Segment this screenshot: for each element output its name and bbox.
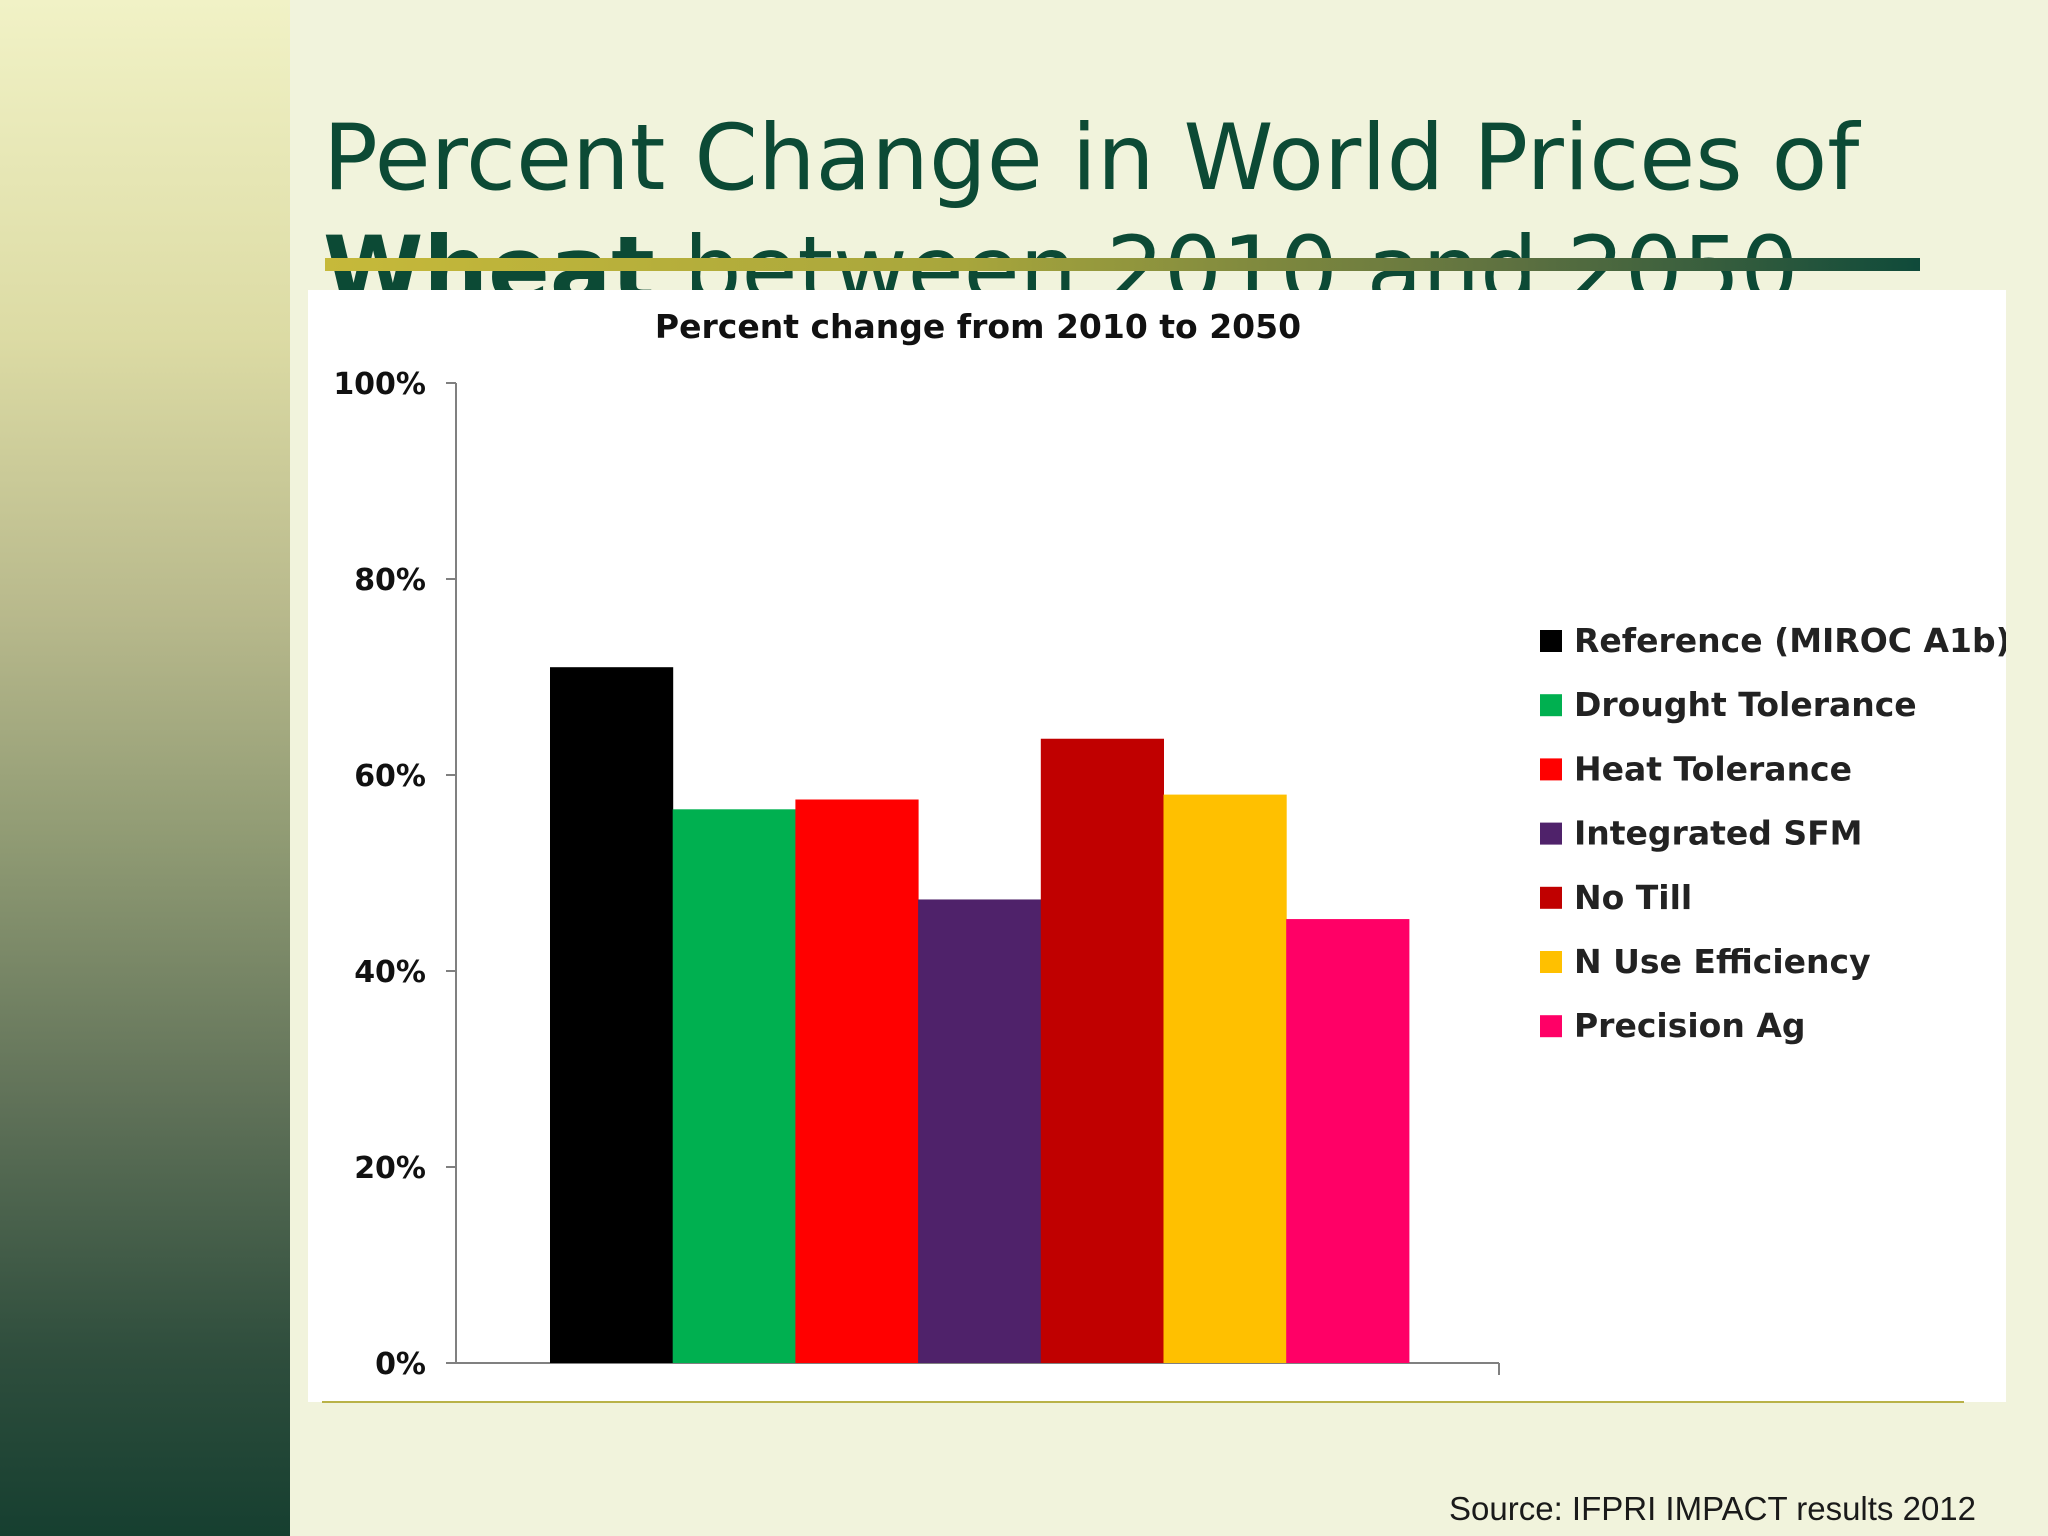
bar [1286, 919, 1410, 1363]
legend-label: Heat Tolerance [1574, 749, 1852, 788]
legend-item: N Use Efficiency [1540, 942, 1871, 981]
title-line-1: Percent Change in World Prices of [323, 105, 1860, 211]
bar [550, 667, 674, 1363]
y-tick-label: 60% [354, 759, 426, 794]
chart-title: Percent change from 2010 to 2050 [655, 307, 1301, 346]
legend-swatch [1540, 630, 1562, 652]
y-tick-label: 80% [354, 563, 426, 598]
y-tick-label: 0% [375, 1347, 426, 1382]
legend-swatch [1540, 694, 1562, 717]
legend-label: Integrated SFM [1574, 814, 1863, 853]
legend-swatch [1540, 758, 1562, 781]
legend-swatch [1540, 951, 1562, 973]
legend-item: Drought Tolerance [1540, 685, 1917, 724]
bar [672, 809, 796, 1363]
y-tick-label: 40% [354, 955, 426, 990]
bar-chart: Percent change from 2010 to 2050 0% 20% 40… [333, 307, 2006, 1382]
plot-area: 0% 20% 40% 60% 80% 100% [333, 367, 1500, 1382]
y-tick-label: 20% [354, 1151, 426, 1186]
y-tick-label: 100% [333, 367, 426, 402]
legend-label: Drought Tolerance [1574, 685, 1917, 724]
legend-swatch [1540, 822, 1562, 845]
legend-swatch [1540, 886, 1562, 909]
bar [795, 799, 919, 1363]
legend-label: N Use Efficiency [1574, 942, 1871, 981]
legend-item: No Till [1540, 878, 1692, 917]
bar [1163, 794, 1287, 1363]
legend-swatch [1540, 1015, 1562, 1038]
source-note: Source: IFPRI IMPACT results 2012 [1449, 1490, 1976, 1527]
bar [1040, 738, 1164, 1363]
legend-label: No Till [1574, 878, 1692, 917]
title-underline [325, 258, 1920, 271]
bar [918, 899, 1042, 1363]
panel-bottom-rule [322, 1401, 1964, 1403]
legend-item: Integrated SFM [1540, 814, 1863, 853]
chart-panel: Percent change from 2010 to 2050 0% 20% 40… [308, 290, 2006, 1402]
legend-item: Precision Ag [1540, 1006, 1805, 1045]
sidebar-gradient [0, 0, 290, 1536]
legend-label: Reference (MIROC A1b) [1574, 621, 2006, 660]
legend-label: Precision Ag [1574, 1006, 1805, 1045]
legend-item: Heat Tolerance [1540, 749, 1852, 788]
legend: Reference (MIROC A1b) Drought Tolerance He… [1540, 621, 2006, 1045]
legend-item: Reference (MIROC A1b) [1540, 621, 2006, 660]
